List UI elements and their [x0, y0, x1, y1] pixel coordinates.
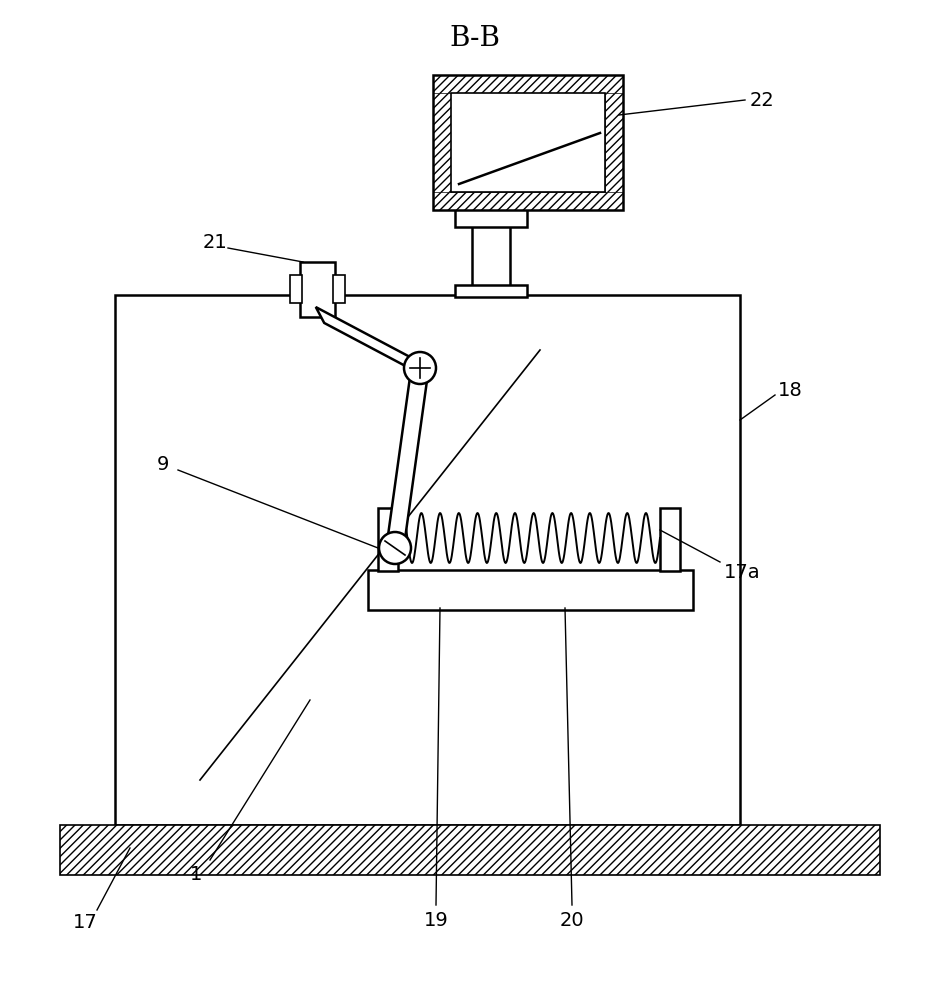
Text: 18: 18	[778, 380, 803, 399]
Text: 17a: 17a	[724, 562, 760, 582]
Text: 1: 1	[190, 864, 202, 884]
Bar	[455, 285, 527, 297]
Text: 20: 20	[560, 910, 584, 930]
Circle shape	[379, 532, 411, 564]
Text: B-B: B-B	[449, 24, 501, 51]
Bar	[115, 295, 740, 825]
Bar	[451, 93, 605, 192]
Bar	[433, 192, 623, 210]
Text: 19: 19	[424, 910, 448, 930]
Polygon shape	[315, 307, 425, 376]
Bar	[433, 75, 623, 93]
Bar	[378, 508, 398, 571]
Polygon shape	[386, 367, 428, 549]
Text: 17: 17	[72, 912, 97, 932]
Bar	[605, 75, 623, 210]
Circle shape	[404, 352, 436, 384]
Bar	[433, 75, 623, 210]
Bar	[60, 825, 880, 875]
Bar	[333, 275, 345, 303]
Text: 9: 9	[157, 454, 169, 474]
Bar	[290, 275, 302, 303]
Bar	[300, 262, 335, 317]
Text: 22: 22	[750, 91, 774, 109]
Bar	[472, 225, 510, 295]
Bar	[455, 207, 527, 227]
Bar	[660, 508, 680, 571]
Bar	[433, 75, 451, 210]
Bar	[368, 570, 693, 610]
Text: 21: 21	[202, 232, 227, 251]
